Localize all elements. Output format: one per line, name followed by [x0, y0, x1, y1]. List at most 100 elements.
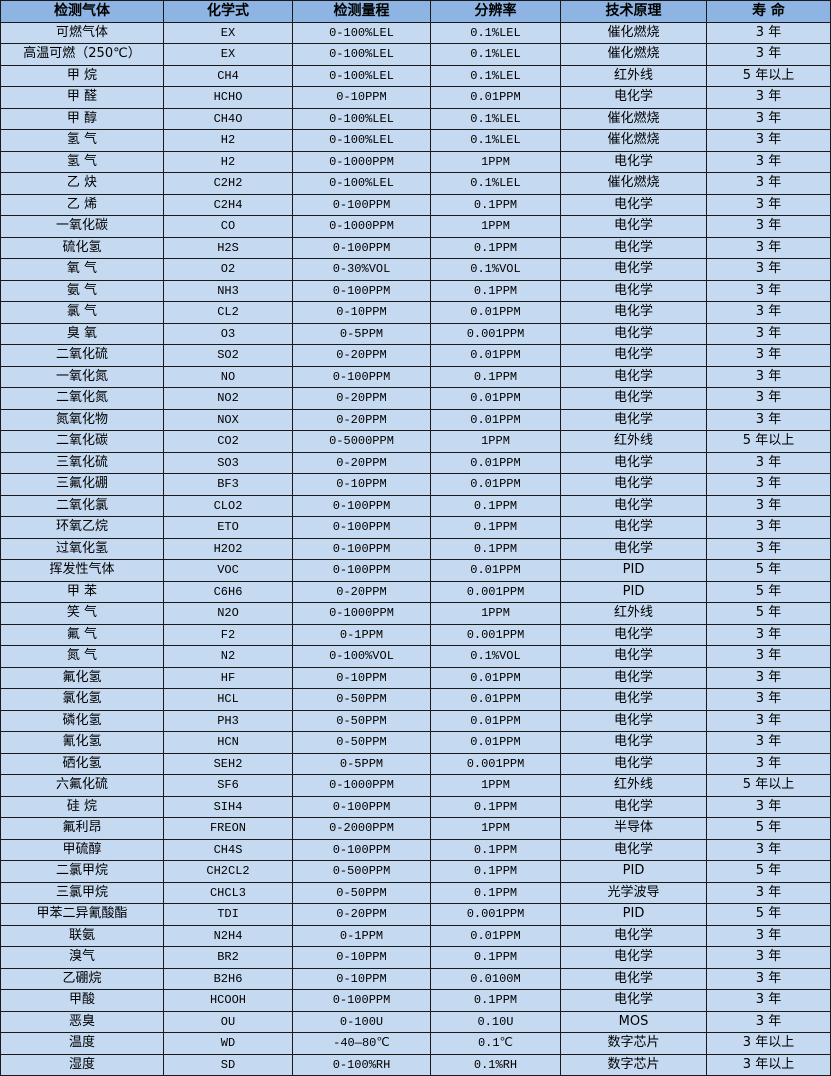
cell-lifespan: 3 年 — [706, 795, 831, 818]
cell-measurement-range: 0-100U — [292, 1010, 431, 1033]
cell-gas-name: 甲 醛 — [0, 86, 164, 109]
cell-measurement-range: 0-100PPM — [292, 516, 431, 539]
cell-resolution: 0.0100M — [430, 967, 561, 990]
cell-principle: PID — [560, 580, 707, 603]
cell-principle: 电化学 — [560, 752, 707, 775]
cell-chemical-formula: SO2 — [163, 344, 293, 367]
cell-measurement-range: 0-20PPM — [292, 387, 431, 410]
table-row: 二氧化氯 CLO2 0-100PPM 0.1PPM 电化学 3 年 — [0, 494, 831, 517]
cell-gas-name: 氢 气 — [0, 129, 164, 152]
cell-chemical-formula: SEH2 — [163, 752, 293, 775]
cell-principle: 电化学 — [560, 279, 707, 302]
cell-lifespan: 3 年 — [706, 193, 831, 216]
cell-resolution: 0.1%RH — [430, 1053, 561, 1076]
cell-gas-name: 三氯甲烷 — [0, 881, 164, 904]
cell-gas-name: 硒化氢 — [0, 752, 164, 775]
cell-lifespan: 3 年 — [706, 881, 831, 904]
table-row: 溴气 BR2 0-10PPM 0.1PPM 电化学 3 年 — [0, 946, 831, 969]
column-header-measurement-range: 检测量程 — [292, 0, 431, 23]
cell-resolution: 0.01PPM — [430, 301, 561, 324]
cell-chemical-formula: C2H2 — [163, 172, 293, 195]
cell-resolution: 0.10U — [430, 1010, 561, 1033]
cell-measurement-range: 0-100%RH — [292, 1053, 431, 1076]
cell-measurement-range: 0-100%LEL — [292, 172, 431, 195]
cell-measurement-range: 0-5000PPM — [292, 430, 431, 453]
cell-measurement-range: 0-50PPM — [292, 731, 431, 754]
cell-lifespan: 3 年 — [706, 86, 831, 109]
table-row: 一氧化碳 CO 0-1000PPM 1PPM 电化学 3 年 — [0, 215, 831, 238]
cell-lifespan: 3 年 — [706, 989, 831, 1012]
cell-chemical-formula: H2 — [163, 150, 293, 173]
cell-measurement-range: 0-1PPM — [292, 623, 431, 646]
table-row: 二氧化碳 CO2 0-5000PPM 1PPM 红外线 5 年以上 — [0, 430, 831, 453]
table-row: 六氟化硫 SF6 0-1000PPM 1PPM 红外线 5 年以上 — [0, 774, 831, 797]
column-header-principle: 技术原理 — [560, 0, 707, 23]
cell-chemical-formula: C6H6 — [163, 580, 293, 603]
cell-resolution: 0.1PPM — [430, 860, 561, 883]
cell-chemical-formula: EX — [163, 21, 293, 44]
cell-resolution: 0.1PPM — [430, 193, 561, 216]
cell-chemical-formula: C2H4 — [163, 193, 293, 216]
cell-gas-name: 环氧乙烷 — [0, 516, 164, 539]
cell-chemical-formula: SIH4 — [163, 795, 293, 818]
cell-gas-name: 氯 气 — [0, 301, 164, 324]
cell-principle: 红外线 — [560, 430, 707, 453]
table-row: 挥发性气体 VOC 0-100PPM 0.01PPM PID 5 年 — [0, 559, 831, 582]
cell-resolution: 0.01PPM — [430, 344, 561, 367]
cell-principle: 数字芯片 — [560, 1032, 707, 1055]
cell-gas-name: 联氨 — [0, 924, 164, 947]
cell-chemical-formula: B2H6 — [163, 967, 293, 990]
cell-principle: 电化学 — [560, 709, 707, 732]
column-header-resolution: 分辨率 — [430, 0, 561, 23]
cell-principle: 电化学 — [560, 301, 707, 324]
cell-chemical-formula: CO — [163, 215, 293, 238]
cell-lifespan: 3 年以上 — [706, 1032, 831, 1055]
cell-measurement-range: 0-1000PPM — [292, 602, 431, 625]
cell-gas-name: 三氟化硼 — [0, 473, 164, 496]
cell-chemical-formula: N2O — [163, 602, 293, 625]
cell-measurement-range: 0-100%LEL — [292, 129, 431, 152]
cell-chemical-formula: SD — [163, 1053, 293, 1076]
cell-lifespan: 3 年 — [706, 322, 831, 345]
cell-measurement-range: 0-100%LEL — [292, 21, 431, 44]
cell-gas-name: 硫化氢 — [0, 236, 164, 259]
table-row: 硒化氢 SEH2 0-5PPM 0.001PPM 电化学 3 年 — [0, 752, 831, 775]
cell-lifespan: 3 年 — [706, 731, 831, 754]
table-row: 高温可燃（250℃） EX 0-100%LEL 0.1%LEL 催化燃烧 3 年 — [0, 43, 831, 66]
cell-measurement-range: 0-5PPM — [292, 752, 431, 775]
cell-resolution: 0.01PPM — [430, 473, 561, 496]
cell-measurement-range: 0-20PPM — [292, 580, 431, 603]
cell-chemical-formula: H2O2 — [163, 537, 293, 560]
cell-lifespan: 3 年 — [706, 236, 831, 259]
cell-measurement-range: 0-50PPM — [292, 688, 431, 711]
cell-lifespan: 3 年 — [706, 129, 831, 152]
cell-lifespan: 3 年 — [706, 43, 831, 66]
table-row: 甲 醛 HCHO 0-10PPM 0.01PPM 电化学 3 年 — [0, 86, 831, 109]
cell-measurement-range: 0-100PPM — [292, 989, 431, 1012]
table-row: 三氯甲烷 CHCL3 0-50PPM 0.1PPM 光学波导 3 年 — [0, 881, 831, 904]
table-row: 磷化氢 PH3 0-50PPM 0.01PPM 电化学 3 年 — [0, 709, 831, 732]
cell-resolution: 0.1PPM — [430, 795, 561, 818]
table-row: 甲苯二异氰酸酯 TDI 0-20PPM 0.001PPM PID 5 年 — [0, 903, 831, 926]
cell-chemical-formula: EX — [163, 43, 293, 66]
cell-resolution: 0.1%LEL — [430, 43, 561, 66]
cell-resolution: 0.1PPM — [430, 365, 561, 388]
table-row: 三氧化硫 SO3 0-20PPM 0.01PPM 电化学 3 年 — [0, 451, 831, 474]
cell-principle: 红外线 — [560, 64, 707, 87]
cell-gas-name: 氟利昂 — [0, 817, 164, 840]
cell-principle: PID — [560, 903, 707, 926]
cell-measurement-range: 0-100%LEL — [292, 107, 431, 130]
cell-measurement-range: 0-100PPM — [292, 537, 431, 560]
cell-lifespan: 3 年 — [706, 344, 831, 367]
cell-resolution: 0.001PPM — [430, 903, 561, 926]
cell-principle: 电化学 — [560, 645, 707, 668]
cell-resolution: 1PPM — [430, 817, 561, 840]
cell-gas-name: 温度 — [0, 1032, 164, 1055]
cell-measurement-range: 0-100PPM — [292, 193, 431, 216]
table-row: 一氧化氮 NO 0-100PPM 0.1PPM 电化学 3 年 — [0, 365, 831, 388]
cell-resolution: 0.1PPM — [430, 279, 561, 302]
cell-resolution: 0.01PPM — [430, 709, 561, 732]
cell-chemical-formula: CH2CL2 — [163, 860, 293, 883]
cell-lifespan: 3 年 — [706, 301, 831, 324]
